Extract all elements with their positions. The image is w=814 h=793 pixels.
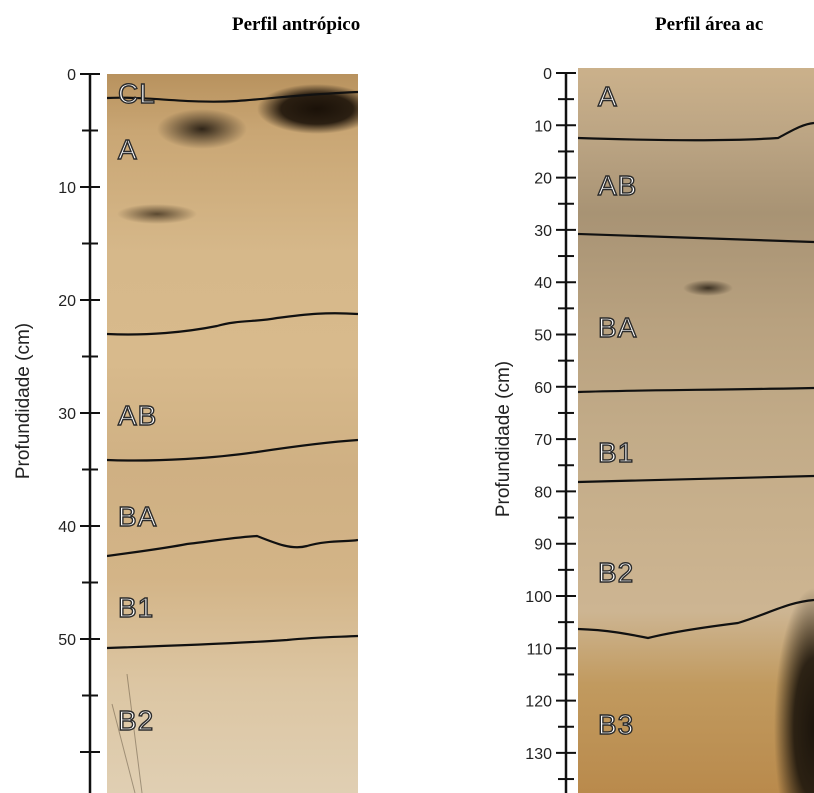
right-tick-label: 120 — [525, 694, 552, 711]
left-profile-title: Perfil antrópico — [232, 14, 361, 35]
right-horizon-label-b3: B3 — [597, 708, 635, 741]
left-horizon-label-b2: B2 — [117, 704, 155, 736]
left-horizon-label-b1: B1 — [117, 591, 155, 623]
right-tick-label: 10 — [534, 118, 552, 135]
left-horizon-label-a: A — [117, 133, 138, 166]
right-horizon-boundaries — [578, 121, 814, 640]
right-horizon-label-ba: BA — [597, 311, 638, 343]
right-tick-label: 30 — [534, 223, 552, 240]
right-horizon-label-a: A — [597, 81, 618, 113]
right-tick-label: 60 — [534, 380, 552, 397]
left-depth-axis-label: Profundidade (cm) — [13, 322, 34, 480]
right-horizon-label-ab: AB — [597, 170, 638, 202]
left-tick-label: 10 — [58, 180, 76, 197]
right-tick-label: 40 — [534, 275, 552, 292]
right-tick-label: 70 — [534, 432, 552, 449]
right-tick-label: 110 — [526, 641, 552, 658]
right-tick-label: 80 — [534, 484, 552, 501]
left-horizon-label-cl: CL — [117, 77, 156, 109]
right-tick-label: 100 — [525, 589, 552, 606]
right-profile-title: Perfil área ac — [655, 14, 764, 35]
right-tick-label: 50 — [534, 328, 552, 345]
left-tick-label: 30 — [58, 406, 76, 423]
left-horizon-label-ab: AB — [117, 399, 158, 431]
left-horizon-boundaries — [107, 90, 358, 793]
right-tick-label: 130 — [525, 746, 552, 763]
right-horizon-label-b2: B2 — [597, 557, 635, 589]
right-horizon-label-b1: B1 — [597, 436, 635, 469]
left-tick-label: 50 — [58, 632, 76, 649]
right-depth-axis-label: Profundidade (cm) — [493, 360, 514, 518]
right-soil-profile-photo — [578, 68, 814, 793]
left-tick-label: 0 — [67, 67, 76, 84]
left-tick-label: 40 — [58, 519, 76, 536]
right-tick-label: 0 — [543, 66, 552, 83]
left-tick-label: 20 — [58, 293, 76, 310]
left-soil-profile-photo — [107, 74, 358, 793]
right-tick-label: 20 — [534, 171, 552, 188]
left-horizon-label-ba: BA — [117, 501, 158, 533]
right-tick-label: 90 — [534, 537, 552, 554]
